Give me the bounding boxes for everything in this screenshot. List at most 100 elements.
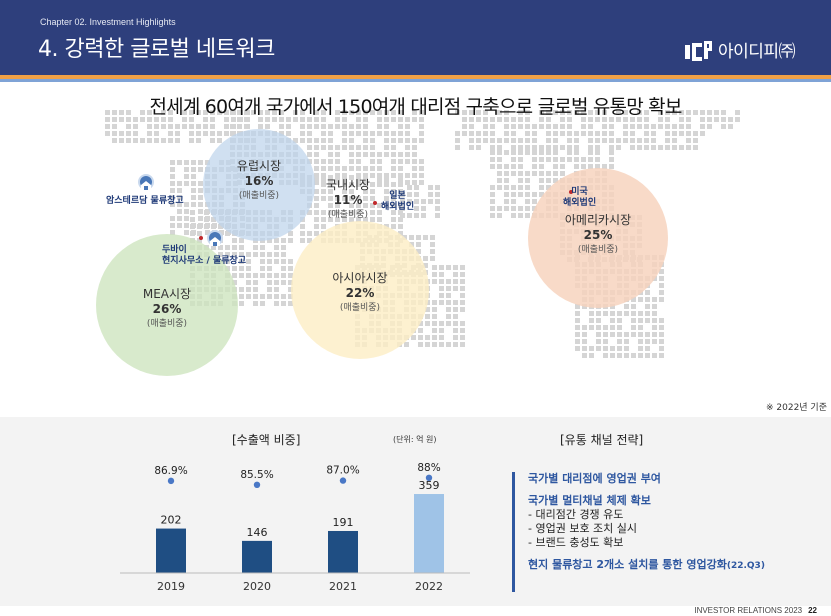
dubai-label-city: 두바이: [162, 245, 187, 255]
map-dot: [575, 339, 580, 344]
map-dot: [418, 342, 423, 347]
domestic-market-sub: (매출비중): [327, 210, 369, 220]
map-dot: [686, 110, 691, 115]
map-dot: [460, 293, 465, 298]
export-chart-unit: (단위: 억 원): [393, 435, 437, 444]
amsterdam-label: 암스테르담 물류창고: [106, 196, 184, 206]
map-dot: [177, 202, 182, 207]
bar-value-label: 202: [161, 514, 182, 527]
map-dot: [314, 124, 319, 129]
map-dot: [239, 266, 244, 271]
map-dot: [588, 110, 593, 115]
map-dot: [170, 174, 175, 179]
domestic-market-name: 국내시장: [325, 178, 371, 192]
map-dot: [721, 110, 726, 115]
map-dot: [637, 117, 642, 122]
map-dot: [532, 192, 537, 197]
map-dot: [196, 138, 201, 143]
map-dot: [609, 131, 614, 136]
map-dot: [532, 157, 537, 162]
map-dot: [177, 181, 182, 186]
map-dot: [203, 124, 208, 129]
map-dot: [281, 252, 286, 257]
map-dot: [623, 138, 628, 143]
map-dot: [391, 182, 396, 187]
map-dot: [446, 307, 451, 312]
map-dot: [190, 224, 195, 229]
map-dot: [638, 346, 643, 351]
map-dot: [631, 311, 636, 316]
map-dot: [203, 131, 208, 136]
map-dot: [553, 164, 558, 169]
usa-label-detail: 해외법인: [563, 198, 597, 208]
map-dot: [274, 245, 279, 250]
map-dot: [416, 242, 421, 247]
map-dot: [182, 117, 187, 122]
map-dot: [175, 131, 180, 136]
map-dot: [490, 131, 495, 136]
map-dot: [335, 152, 340, 157]
map-dot: [412, 180, 417, 185]
map-dot: [518, 206, 523, 211]
map-dot: [616, 117, 621, 122]
map-dot: [244, 117, 249, 122]
map-dot: [575, 332, 580, 337]
map-dot: [581, 124, 586, 129]
map-dot: [189, 117, 194, 122]
map-dot: [567, 131, 572, 136]
map-dot: [652, 304, 657, 309]
map-dot: [281, 259, 286, 264]
map-dot: [384, 117, 389, 122]
map-dot: [602, 110, 607, 115]
map-dot: [596, 332, 601, 337]
map-dot: [504, 206, 509, 211]
map-dot: [400, 199, 405, 204]
map-dot: [416, 235, 421, 240]
map-dot: [455, 138, 460, 143]
map-dot: [645, 339, 650, 344]
map-dot: [497, 213, 502, 218]
map-dot: [391, 131, 396, 136]
map-dot: [412, 117, 417, 122]
map-dot: [404, 342, 409, 347]
map-dot: [511, 171, 516, 176]
map-dot: [624, 304, 629, 309]
map-dot: [428, 185, 433, 190]
map-dot: [370, 217, 375, 222]
map-dot: [602, 124, 607, 129]
map-dot: [349, 110, 354, 115]
map-dot: [462, 124, 467, 129]
map-dot: [659, 269, 664, 274]
map-dot: [609, 164, 614, 169]
map-dot: [335, 196, 340, 201]
map-dot: [652, 339, 657, 344]
map-dot: [232, 266, 237, 271]
map-dot: [672, 110, 677, 115]
map-dot: [460, 279, 465, 284]
map-dot: [363, 203, 368, 208]
map-dot: [665, 117, 670, 122]
map-dot: [349, 189, 354, 194]
map-dot: [391, 224, 396, 229]
map-dot: [435, 192, 440, 197]
map-dot: [356, 175, 361, 180]
map-dot: [560, 171, 565, 176]
map-dot: [225, 231, 230, 236]
map-dot: [314, 196, 319, 201]
usa-marker: [569, 190, 573, 194]
map-dot: [419, 180, 424, 185]
map-dot: [377, 159, 382, 164]
map-dot: [342, 196, 347, 201]
map-dot: [432, 328, 437, 333]
map-dot: [274, 238, 279, 243]
map-dot: [253, 280, 258, 285]
map-dot: [370, 196, 375, 201]
dubai-label: 두바이 현지사무소 / 물류창고: [162, 245, 246, 267]
map-dot: [239, 252, 244, 257]
map-dot: [581, 164, 586, 169]
map-dot: [232, 238, 237, 243]
map-dot: [175, 138, 180, 143]
map-dot: [412, 166, 417, 171]
map-dot: [314, 180, 319, 185]
map-dot: [191, 195, 196, 200]
